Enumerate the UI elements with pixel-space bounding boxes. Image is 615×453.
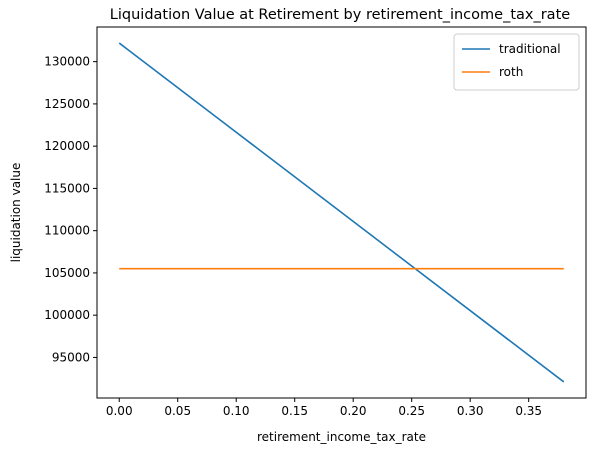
legend: traditional roth <box>453 33 580 91</box>
legend-box <box>453 33 580 91</box>
y-axis: 95000 100000 105000 110000 115000 120000 12500… <box>44 55 97 364</box>
y-tick-label: 120000 <box>44 139 90 153</box>
x-tick-label: 0.35 <box>515 404 542 418</box>
plot-frame <box>96 26 587 399</box>
x-tick-label: 0.30 <box>457 404 484 418</box>
x-tick-label: 0.05 <box>164 404 191 418</box>
y-tick-label: 115000 <box>44 181 90 195</box>
y-tick-label: 130000 <box>44 55 90 69</box>
plot-area <box>96 26 587 399</box>
x-axis: 0.00 0.05 0.10 0.15 0.20 0.25 0.30 0.35 <box>106 398 542 418</box>
x-tick-label: 0.10 <box>223 404 250 418</box>
x-tick-label: 0.15 <box>281 404 308 418</box>
x-axis-label: retirement_income_tax_rate <box>257 430 426 444</box>
x-tick-label: 0.00 <box>106 404 133 418</box>
y-axis-label: liquidation value <box>9 163 23 263</box>
y-tick-label: 95000 <box>52 350 90 364</box>
legend-label-roth: roth <box>499 65 523 79</box>
series-line-traditional <box>118 42 565 383</box>
legend-label-traditional: traditional <box>499 42 561 56</box>
x-tick-label: 0.25 <box>398 404 425 418</box>
chart-title: Liquidation Value at Retirement by retir… <box>110 7 570 23</box>
y-tick-label: 105000 <box>44 266 90 280</box>
y-tick-label: 125000 <box>44 97 90 111</box>
y-tick-label: 100000 <box>44 308 90 322</box>
y-tick-label: 110000 <box>44 224 90 238</box>
series-layer <box>118 42 565 383</box>
x-tick-label: 0.20 <box>340 404 367 418</box>
